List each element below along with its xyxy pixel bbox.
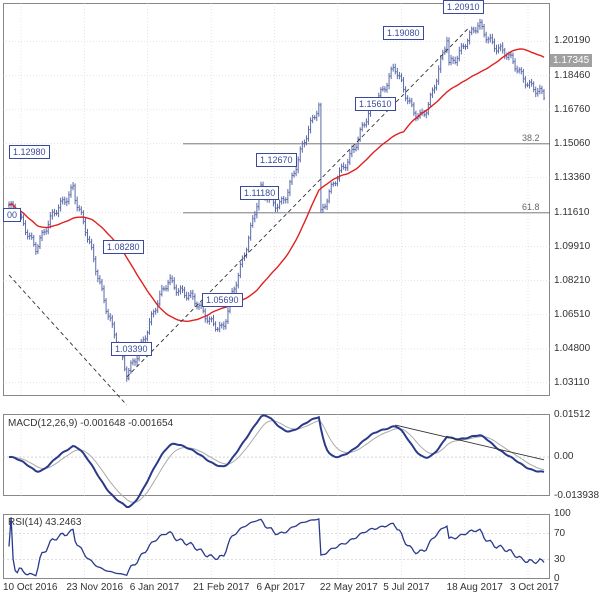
- chart-svg: [0, 0, 600, 600]
- y-tick-label: 1.04800: [554, 343, 590, 354]
- price-callout: 00: [3, 208, 21, 222]
- y-tick-label: 1.08210: [554, 275, 590, 286]
- y-tick-label: 1.11610: [554, 207, 589, 218]
- x-tick-label: 22 May 2017: [320, 582, 378, 593]
- price-callout: 1.05690: [202, 293, 243, 307]
- price-callout: 1.03390: [111, 342, 152, 356]
- x-tick-label: 5 Jul 2017: [383, 582, 429, 593]
- y-tick-label: 1.20190: [554, 35, 590, 46]
- current-price-marker: 1.17345: [550, 54, 592, 67]
- price-callout: 1.08280: [103, 240, 144, 254]
- y-tick-label: 1.18460: [554, 70, 590, 81]
- fib-label: 38.2: [522, 133, 540, 143]
- rsi-ytick: 70: [554, 528, 565, 539]
- y-tick-label: 1.09910: [554, 241, 590, 252]
- price-callout: 1.11180: [240, 186, 279, 200]
- y-tick-label: 1.16760: [554, 104, 590, 115]
- x-tick-label: 6 Jan 2017: [130, 582, 180, 593]
- x-tick-label: 10 Oct 2016: [3, 582, 57, 593]
- rsi-ytick: 100: [554, 508, 571, 519]
- macd-ytick: 0.00: [554, 451, 573, 462]
- price-callout: 1.15610: [355, 97, 396, 111]
- x-tick-label: 6 Apr 2017: [257, 582, 305, 593]
- macd-ytick: -0.013938: [554, 490, 599, 501]
- x-tick-label: 23 Nov 2016: [66, 582, 123, 593]
- y-tick-label: 1.03110: [554, 377, 589, 388]
- fib-label: 61.8: [522, 202, 540, 212]
- x-tick-label: 3 Oct 2017: [510, 582, 559, 593]
- y-tick-label: 1.15060: [554, 138, 590, 149]
- y-tick-label: 1.06510: [554, 309, 590, 320]
- price-callout: 1.12670: [256, 153, 297, 167]
- price-callout: 1.12980: [9, 145, 50, 159]
- y-tick-label: 1.13360: [554, 172, 590, 183]
- macd-label: MACD(12,26,9) -0.001648 -0.001654: [8, 418, 173, 429]
- rsi-ytick: 30: [554, 554, 565, 565]
- x-tick-label: 18 Aug 2017: [447, 582, 503, 593]
- x-tick-label: 21 Feb 2017: [193, 582, 249, 593]
- rsi-label: RSI(14) 43.2463: [8, 517, 81, 528]
- price-callout: 1.19080: [383, 26, 424, 40]
- price-callout: 1.20910: [443, 0, 484, 14]
- macd-ytick: 0.01512: [554, 409, 590, 420]
